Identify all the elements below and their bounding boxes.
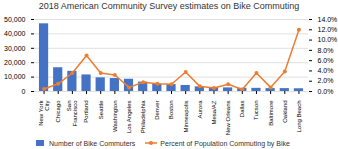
svg-text:Dallas: Dallas: [239, 101, 245, 118]
svg-text:0.0%: 0.0%: [318, 88, 334, 95]
svg-text:40,000: 40,000: [4, 30, 26, 37]
svg-text:Portland: Portland: [83, 101, 89, 123]
svg-text:Oakland: Oakland: [282, 101, 288, 123]
svg-text:0: 0: [22, 88, 26, 95]
svg-text:Boston: Boston: [168, 101, 174, 120]
svg-text:Minneapolis: Minneapolis: [183, 101, 189, 133]
html-text:Percent of Population Commutin: Percent of Population Commuting by Bike: [160, 139, 290, 147]
svg-text:6.0%: 6.0%: [318, 57, 334, 64]
svg-text:12.0%: 12.0%: [318, 26, 338, 33]
svg-text:14.0%: 14.0%: [318, 16, 338, 23]
svg-text:New YorkCity: New YorkCity: [38, 100, 50, 126]
svg-text:Mesa/AZ: Mesa/AZ: [211, 100, 217, 124]
svg-text:10.0%: 10.0%: [318, 36, 338, 43]
svg-text:Seattle: Seattle: [98, 100, 104, 119]
html-text:2018 American Community Survey: 2018 American Community Survey estimates…: [38, 1, 300, 11]
svg-text:50,000: 50,000: [4, 16, 26, 23]
svg-text:8.0%: 8.0%: [318, 47, 334, 54]
svg-text:20,000: 20,000: [4, 59, 26, 66]
html-text:Number of Bike Commuters: Number of Bike Commuters: [49, 139, 136, 147]
svg-text:Washington: Washington: [112, 101, 118, 132]
svg-text:New Orleans: New Orleans: [225, 101, 231, 136]
svg-text:Tucson: Tucson: [253, 101, 259, 120]
svg-text:Philadelphia: Philadelphia: [140, 100, 146, 133]
svg-text:2.0%: 2.0%: [318, 77, 334, 84]
svg-text:Aurora: Aurora: [197, 100, 203, 119]
svg-text:4.0%: 4.0%: [318, 67, 334, 74]
svg-text:Chicago: Chicago: [55, 100, 61, 123]
svg-text:Denver: Denver: [154, 101, 160, 120]
svg-text:Los Angeles: Los Angeles: [126, 101, 132, 134]
svg-text:30,000: 30,000: [4, 45, 26, 52]
svg-text:Long Beach: Long Beach: [296, 101, 302, 133]
svg-text:SanFrancisco: SanFrancisco: [66, 100, 78, 127]
svg-text:Baltimore: Baltimore: [268, 100, 274, 126]
svg-text:10,000: 10,000: [4, 73, 26, 80]
